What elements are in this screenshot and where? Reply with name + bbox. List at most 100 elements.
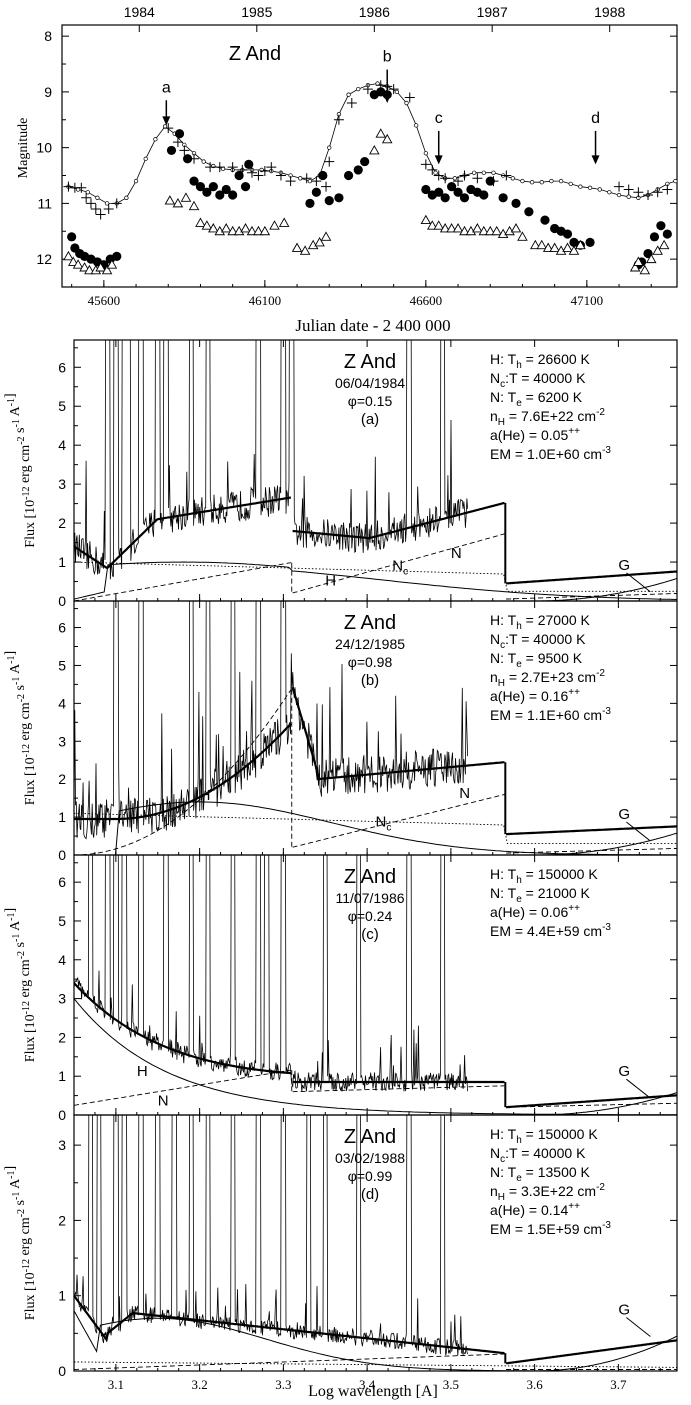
label-part: -12 (21, 487, 32, 500)
triangle-point (478, 225, 490, 236)
param-part: N: T (490, 885, 517, 901)
param-part: a(He (490, 688, 521, 704)
y-tick-label: 6 (58, 620, 66, 636)
param-part: N: T (490, 1164, 517, 1180)
filled-point (234, 170, 244, 181)
filled-point (244, 159, 254, 169)
parameter-line: nH = 2.7E+23 cm-2 (490, 668, 605, 689)
parameter-line: EM = 1.0E+60 cm-3 (490, 445, 611, 462)
triangle-point (220, 223, 232, 233)
top-year-label: 1987 (477, 4, 508, 20)
filled-point (511, 198, 521, 208)
label-part: -2 (16, 436, 27, 444)
component-label: Nc (376, 814, 392, 834)
y-tick-label: 0 (58, 593, 66, 609)
triangle-point (530, 239, 541, 250)
label-sub: c (386, 823, 391, 834)
label-part: A (8, 920, 23, 934)
panel-phase: φ=0.99 (348, 1168, 393, 1184)
parameter-line: nH = 3.3E+22 cm-2 (490, 1182, 605, 1203)
param-sub: h (516, 1135, 522, 1146)
param-part: = 9500 K (522, 650, 583, 666)
x-tick-label: 3.1 (108, 1377, 124, 1392)
label-part: -1 (6, 1170, 17, 1178)
triangle-point (240, 223, 251, 233)
param-sup: ++ (568, 687, 580, 698)
filled-point (479, 190, 489, 200)
spectrum-curves (74, 1115, 677, 1371)
param-sub: e (516, 659, 522, 670)
model-point (104, 201, 110, 206)
plus-point (227, 162, 238, 173)
param-sub: h (516, 621, 522, 632)
triangle-point (472, 223, 483, 233)
total-model-curve (505, 1339, 677, 1365)
triangle-point (652, 245, 663, 255)
plus-point (246, 167, 257, 178)
parameter-line: a(He) = 0.06++ (490, 903, 580, 920)
x-tick-label: 3.7 (610, 1377, 627, 1392)
param-sup: ++ (568, 426, 580, 437)
triangle-point (299, 245, 311, 255)
param-part: = 150000 K (522, 866, 599, 882)
triangle-point (95, 262, 106, 272)
triangle-point (645, 253, 657, 264)
observed-spectrum (74, 601, 468, 840)
hot-component-curve (74, 801, 677, 855)
plus-point (266, 162, 277, 173)
y-tick-label: 0 (58, 847, 66, 863)
param-part: N (490, 370, 500, 386)
param-part: n (490, 408, 498, 424)
plus-point (321, 181, 332, 192)
triangle-point (106, 259, 118, 269)
param-part: H: T (490, 866, 517, 882)
param-part: H: T (490, 351, 517, 367)
total-model-curve (74, 722, 292, 821)
component-label: G (618, 1302, 630, 1319)
filled-point (434, 187, 444, 197)
label-part: N (392, 558, 403, 575)
label-part: A (8, 405, 23, 419)
param-part: EM = 4.4E+59 cm (490, 923, 602, 939)
filled-point (305, 198, 315, 208)
plus-point (311, 176, 322, 187)
g-pointer (626, 1078, 651, 1099)
plus-point (172, 137, 183, 148)
y-tick-label: 4 (58, 437, 66, 453)
y-tick-label: 1 (58, 1288, 66, 1304)
filled-point (498, 193, 508, 203)
plus-point (63, 181, 74, 192)
param-part: N: T (490, 650, 517, 666)
observed-spectrum (74, 855, 468, 1092)
filled-point (311, 187, 321, 197)
plus-point (76, 182, 87, 193)
plus-point (346, 98, 357, 109)
model-point (414, 123, 419, 128)
parameter-line: Nc:T = 40000 K (490, 1145, 586, 1165)
label-part: H (325, 572, 336, 589)
parameter-line: H: Th = 27000 K (490, 612, 591, 632)
model-point (578, 184, 583, 189)
param-sup: -3 (602, 1220, 611, 1231)
panel-date: 06/04/1984 (335, 375, 405, 391)
model-point (404, 100, 409, 106)
param-part: ) = 0.06 (520, 904, 568, 920)
param-part: n (490, 1183, 498, 1199)
light-curve-x-axis-label: Julian date - 2 400 000 (295, 316, 450, 335)
model-point (616, 192, 622, 198)
filled-point (447, 182, 457, 192)
y-tick-label: 1 (58, 554, 66, 570)
plus-point (111, 198, 122, 209)
triangle-point (446, 223, 457, 233)
model-point (471, 170, 477, 175)
spectrum-curves (74, 340, 677, 601)
param-part: N (490, 631, 500, 647)
spectra-x-axis-label: Log wavelength [A] (308, 1383, 438, 1400)
component-label: G (618, 557, 630, 574)
filled-point (360, 156, 370, 167)
param-part: n (490, 669, 498, 685)
spectrum-y-axis-label: Flux [10-12 erg cm-2 s-1 A-1] (3, 393, 38, 547)
nebular-curve (506, 1102, 677, 1108)
param-part: a(He (490, 904, 521, 920)
